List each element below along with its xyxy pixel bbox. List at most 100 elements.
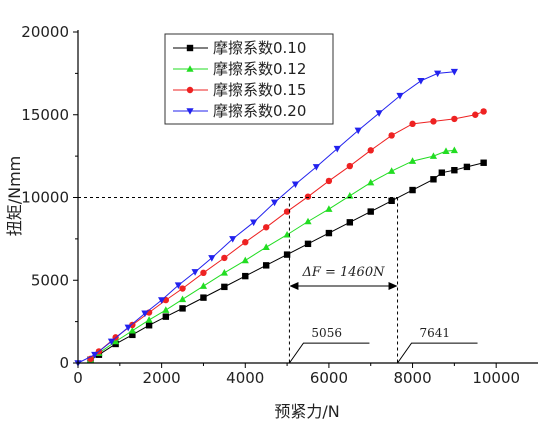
data-point	[346, 162, 354, 170]
data-point	[450, 146, 458, 154]
y-tick-label: 5000	[31, 271, 69, 289]
data-point	[199, 282, 208, 289]
data-point	[241, 256, 249, 264]
axes: 0 2000 4000 6000 8000 10000 0 5000 10000 15000 200…	[21, 23, 538, 387]
legend-label: 摩擦系数0.10	[213, 39, 306, 57]
data-point	[162, 313, 170, 320]
data-point	[124, 324, 132, 332]
data-point	[250, 219, 258, 227]
data-point	[367, 208, 374, 215]
data-point	[375, 110, 383, 117]
data-point	[409, 120, 416, 128]
data-point	[450, 68, 458, 76]
data-point	[325, 229, 333, 237]
legend-item: 摩擦系数0.10	[173, 39, 306, 57]
data-point	[128, 326, 136, 334]
data-point	[191, 269, 199, 276]
x-right-label: 7641	[420, 326, 451, 340]
data-point	[179, 305, 186, 312]
arrow-left-icon	[289, 282, 299, 290]
series-2	[86, 146, 458, 363]
data-point	[367, 178, 375, 186]
data-point	[325, 205, 333, 212]
data-point	[129, 321, 136, 329]
data-point	[409, 186, 416, 194]
data-point	[221, 283, 228, 291]
data-point	[304, 193, 312, 200]
data-point	[472, 111, 479, 118]
data-point	[325, 177, 333, 185]
legend-marker	[186, 108, 194, 115]
series-4	[74, 68, 458, 367]
x-tick-label: 8000	[393, 369, 431, 387]
data-point	[129, 331, 136, 339]
series-line	[90, 110, 484, 360]
data-point	[438, 169, 446, 176]
data-point	[304, 217, 312, 225]
data-point	[283, 208, 291, 215]
legend: 摩擦系数0.10 摩擦系数0.12 摩擦系数0.15 摩擦系数0.20	[164, 33, 334, 125]
data-point	[346, 219, 354, 226]
legend-label: 摩擦系数0.20	[213, 102, 306, 120]
data-point	[178, 295, 187, 303]
data-point	[430, 118, 437, 125]
data-point	[480, 159, 487, 166]
legend-item: 摩擦系数0.20	[173, 102, 306, 120]
data-point	[229, 236, 237, 243]
data-point	[242, 238, 249, 246]
data-point	[270, 199, 279, 207]
data-point	[312, 164, 320, 171]
data-point	[396, 92, 404, 100]
data-point	[346, 192, 354, 199]
y-tick-label: 10000	[21, 189, 69, 207]
data-point	[179, 285, 186, 292]
data-point	[158, 297, 166, 304]
data-point	[262, 243, 270, 250]
data-point	[91, 351, 99, 359]
legend-item: 摩擦系数0.12	[173, 60, 306, 78]
data-point	[354, 127, 362, 135]
y-axis-title: 扭矩/Nmm	[5, 156, 24, 237]
annotations: ΔF = 1460N 5056 7641	[78, 197, 478, 364]
data-point	[200, 294, 207, 301]
x-tick-label: 10000	[472, 369, 520, 387]
legend-marker	[186, 86, 194, 94]
data-point	[262, 262, 270, 269]
data-point	[262, 224, 270, 231]
data-point	[107, 338, 116, 346]
data-point	[283, 230, 291, 238]
legend-item: 摩擦系数0.15	[173, 81, 306, 99]
series-marks	[74, 68, 487, 367]
data-point	[242, 272, 249, 280]
data-point	[388, 197, 395, 205]
legend-label: 摩擦系数0.12	[213, 60, 306, 78]
x-left-label: 5056	[311, 326, 342, 340]
data-point	[208, 255, 216, 262]
y-tick-label: 0	[59, 354, 69, 372]
data-point	[304, 240, 312, 248]
x-axis-title: 预紧力/N	[274, 402, 339, 421]
data-point	[141, 310, 149, 318]
data-point	[430, 176, 437, 183]
data-point	[221, 254, 228, 262]
x-tick-label: 0	[73, 369, 83, 387]
data-point	[162, 306, 170, 313]
data-point	[480, 108, 487, 115]
data-point	[333, 145, 341, 153]
data-point	[291, 181, 300, 189]
data-point	[200, 269, 207, 277]
x-right-leader	[397, 342, 478, 364]
data-point	[145, 322, 153, 329]
data-point	[388, 132, 395, 139]
data-point	[388, 167, 396, 174]
y-tick-label: 15000	[21, 106, 69, 124]
data-point	[283, 251, 291, 258]
data-point	[408, 157, 417, 164]
data-point	[442, 147, 450, 154]
data-point	[463, 163, 471, 171]
data-point	[112, 337, 120, 345]
data-point	[417, 78, 425, 85]
x-tick-label: 2000	[143, 369, 181, 387]
data-point	[367, 147, 374, 154]
